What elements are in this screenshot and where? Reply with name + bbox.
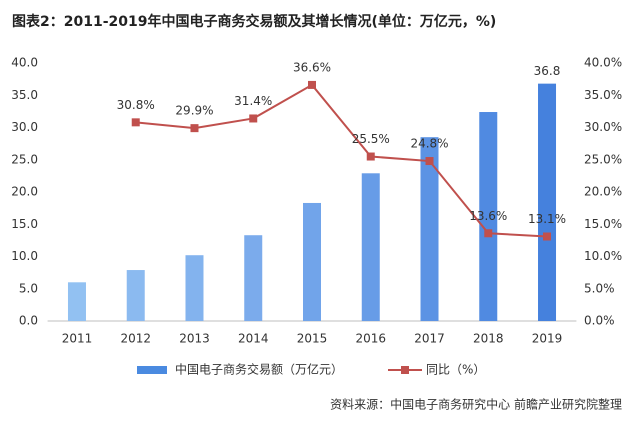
x-tick-label: 2017 [414, 332, 445, 346]
line-value-label: 29.9% [175, 104, 213, 118]
x-tick-label: 2018 [473, 332, 504, 346]
line-marker [425, 157, 434, 166]
line-value-label: 24.8% [410, 137, 448, 151]
legend-swatch [137, 366, 167, 374]
line-value-label: 30.8% [117, 98, 155, 112]
legend-swatch [401, 366, 409, 374]
bar [420, 137, 439, 321]
y2-tick-label: 15.0% [584, 217, 622, 231]
source-note: 资料来源：中国电子商务研究中心 前瞻产业研究院整理 [330, 397, 622, 412]
line-marker [366, 152, 375, 161]
line-marker [484, 229, 493, 238]
y2-tick-label: 30.0% [584, 120, 622, 134]
y-tick-label: 10.0 [11, 249, 38, 263]
y2-tick-label: 5.0% [584, 281, 615, 295]
x-tick-label: 2014 [238, 332, 269, 346]
bar [303, 202, 321, 321]
x-tick-label: 2016 [355, 332, 386, 346]
line-marker [543, 232, 552, 241]
y-tick-label: 0.0 [19, 314, 38, 328]
y-tick-label: 15.0 [11, 217, 38, 231]
bar [126, 270, 145, 321]
y2-tick-label: 0.0% [584, 314, 615, 328]
line-value-label: 13.1% [528, 212, 566, 226]
y-tick-label: 40.0 [11, 56, 38, 70]
line-value-label: 31.4% [234, 94, 272, 108]
y2-tick-label: 40.0% [584, 56, 622, 70]
bar [67, 282, 86, 321]
line-marker [131, 118, 140, 127]
chart-title: 图表2：2011-2019年中国电子商务交易额及其增长情况(单位：万亿元，%) [12, 13, 496, 30]
bar [538, 83, 557, 321]
line [135, 83, 548, 238]
legend-label: 同比（%） [426, 363, 485, 377]
line-value-label: 25.5% [352, 132, 390, 146]
x-tick-label: 2011 [62, 332, 93, 346]
line-marker [308, 80, 316, 89]
bar [361, 173, 380, 321]
bar-value-label: 36.8 [534, 64, 561, 78]
legend-label: 中国电子商务交易额（万亿元） [175, 362, 343, 377]
y2-tick-label: 35.0% [584, 88, 622, 102]
y-tick-label: 5.0 [19, 281, 38, 295]
bar [244, 235, 263, 321]
y-tick-label: 20.0 [11, 185, 38, 199]
y-tick-label: 30.0 [11, 120, 38, 134]
line-marker [249, 114, 258, 123]
x-tick-label: 2015 [297, 332, 328, 346]
x-tick-label: 2012 [120, 332, 151, 346]
line-value-label: 13.6% [469, 209, 507, 223]
y-tick-label: 35.0 [11, 88, 38, 102]
x-tick-label: 2013 [179, 332, 210, 346]
bar [479, 112, 498, 322]
y-tick-label: 25.0 [11, 152, 38, 166]
y2-tick-label: 25.0% [584, 152, 622, 166]
y2-tick-label: 10.0% [584, 249, 622, 263]
line-marker [190, 124, 199, 133]
line-value-label: 36.6% [293, 60, 331, 74]
x-tick-label: 2019 [532, 332, 563, 346]
y2-tick-label: 20.0% [584, 185, 622, 199]
bar [185, 255, 204, 321]
